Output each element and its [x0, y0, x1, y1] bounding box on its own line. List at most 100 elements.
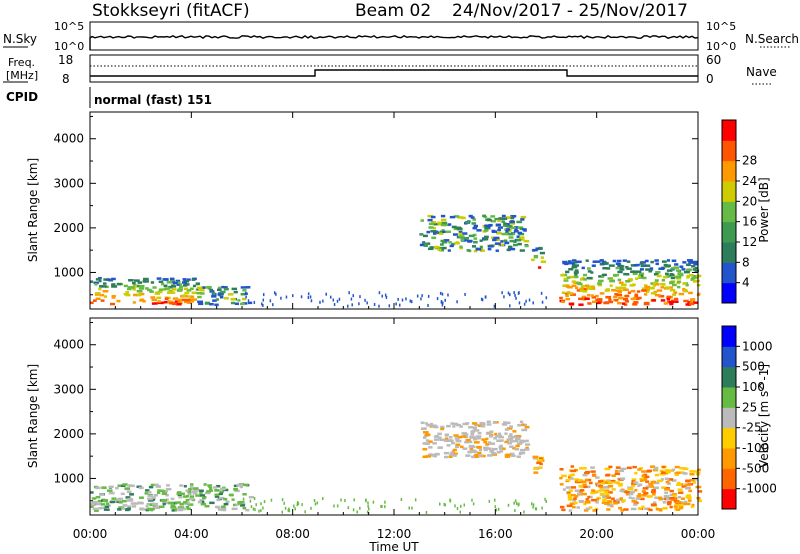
- range-cell: [227, 293, 234, 296]
- range-cell: [592, 260, 598, 263]
- range-cell: [492, 421, 497, 424]
- range-cell: [509, 222, 516, 225]
- range-cell: [103, 278, 109, 281]
- range-cell: [666, 298, 670, 301]
- range-cell: [522, 228, 527, 231]
- range-cell: [644, 507, 648, 511]
- range-cell: [669, 288, 676, 292]
- x-tick-label: 04:00: [174, 527, 209, 541]
- range-cell: [532, 455, 539, 459]
- range-cell: [177, 508, 184, 512]
- range-cell: [561, 474, 567, 478]
- range-cell: [117, 508, 122, 511]
- range-cell: [653, 467, 659, 471]
- range-cell: [518, 452, 523, 455]
- range-cell: [344, 499, 346, 503]
- range-cell: [440, 239, 445, 243]
- range-cell: [165, 498, 169, 501]
- colorbar-tick-label: 100: [742, 380, 765, 394]
- range-cell: [190, 487, 195, 491]
- range-cell: [579, 480, 583, 484]
- range-cell: [309, 295, 312, 299]
- colorbar-frame: [721, 325, 737, 510]
- range-cell: [567, 491, 571, 495]
- range-cell: [476, 229, 482, 232]
- range-cell: [697, 292, 701, 296]
- range-cell: [669, 505, 673, 509]
- range-cell: [574, 501, 578, 505]
- range-cell: [218, 492, 223, 496]
- range-cell: [520, 215, 527, 219]
- range-cell: [682, 261, 687, 264]
- range-cell: [186, 507, 191, 511]
- range-cell: [682, 287, 686, 291]
- range-cell: [422, 436, 427, 439]
- range-cell: [296, 503, 299, 507]
- range-cell: [462, 447, 468, 450]
- range-cell: [570, 486, 577, 489]
- range-cell: [519, 441, 524, 444]
- range-cell: [608, 465, 613, 469]
- x-tick-label: 12:00: [377, 527, 412, 541]
- range-cell: [253, 300, 256, 304]
- range-cell: [627, 487, 634, 491]
- range-cell: [578, 467, 583, 470]
- range-cell: [144, 280, 149, 283]
- range-cell: [653, 290, 658, 294]
- range-cell: [294, 507, 296, 511]
- range-cell: [336, 299, 339, 303]
- range-cell: [491, 229, 496, 233]
- range-cell: [654, 473, 659, 477]
- range-cell: [359, 506, 361, 510]
- range-cell: [437, 446, 443, 449]
- range-cell: [684, 483, 688, 487]
- range-cell: [419, 243, 425, 247]
- range-cell: [200, 502, 207, 506]
- range-cell: [169, 280, 176, 283]
- range-cell: [686, 268, 692, 271]
- range-cell: [494, 432, 498, 436]
- range-cell: [262, 506, 264, 510]
- range-cell: [239, 502, 246, 506]
- range-cell: [185, 505, 190, 509]
- range-cell: [624, 297, 628, 301]
- range-cell: [127, 497, 133, 501]
- range-cell: [573, 271, 579, 274]
- range-cell: [559, 476, 563, 480]
- range-cell: [440, 427, 445, 431]
- x-tick-label: 00:00: [73, 527, 108, 541]
- range-cell: [524, 448, 530, 451]
- range-cell: [602, 498, 607, 501]
- range-cell: [506, 427, 513, 430]
- range-cell: [467, 440, 473, 444]
- range-cell: [466, 249, 471, 252]
- range-cell: [579, 289, 585, 293]
- range-cell: [514, 293, 516, 297]
- range-cell: [655, 271, 661, 274]
- colorbar-tick-label: 20: [742, 194, 757, 208]
- range-cell: [565, 270, 570, 274]
- range-cell: [176, 289, 183, 292]
- range-cell: [578, 479, 583, 482]
- range-cell: [585, 259, 589, 262]
- range-cell: [200, 289, 205, 292]
- range-cell: [384, 293, 387, 297]
- range-cell: [307, 296, 310, 300]
- range-cell: [221, 285, 225, 289]
- range-cell: [504, 432, 508, 435]
- range-cell: [650, 503, 657, 506]
- range-cell: [409, 299, 412, 303]
- range-cell: [645, 485, 650, 488]
- range-cell: [683, 289, 689, 293]
- range-cell: [664, 491, 669, 495]
- range-cell: [90, 280, 94, 283]
- range-cell: [372, 500, 375, 504]
- range-cell: [91, 500, 98, 504]
- range-cell: [672, 494, 677, 497]
- range-cell: [473, 237, 478, 240]
- nsearch-label: N.Search: [745, 32, 799, 46]
- colorbar-swatch: [722, 242, 736, 263]
- range-cell: [608, 300, 614, 304]
- range-cell: [519, 236, 525, 239]
- range-cell: [310, 299, 313, 303]
